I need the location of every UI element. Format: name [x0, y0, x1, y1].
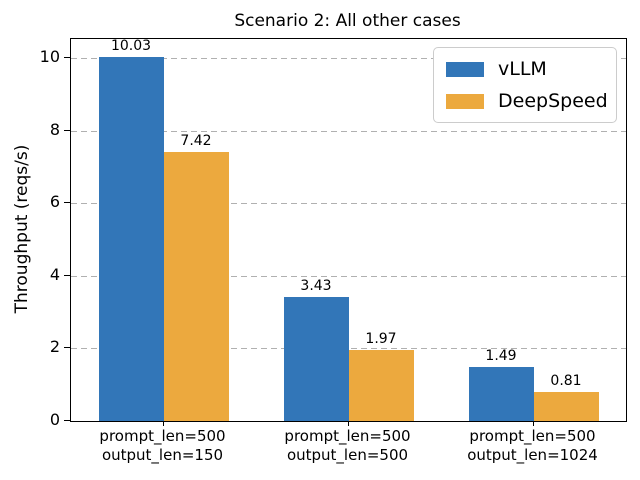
- bar-vllm-group1: [98, 57, 164, 421]
- gridline-y-2: [71, 348, 626, 350]
- bar-value-label-vllm-group3: 1.49: [485, 347, 517, 364]
- chart-title: Scenario 2: All other cases: [234, 11, 461, 31]
- bar-value-label-vllm-group1: 10.03: [110, 38, 152, 55]
- legend: vLLM DeepSpeed: [433, 47, 617, 123]
- x-tick-label-group3: prompt_len=500 output_len=1024: [467, 427, 598, 464]
- y-tick-mark-8: [64, 129, 70, 131]
- legend-item-deepspeed: DeepSpeed: [446, 90, 608, 112]
- gridline-y-8: [71, 130, 626, 132]
- gridline-y-6: [71, 203, 626, 205]
- bar-deepspeed-group2: [348, 349, 414, 421]
- y-tick-label-2: 2: [49, 337, 60, 357]
- y-tick-mark-10: [64, 57, 70, 59]
- y-tick-label-8: 8: [49, 119, 60, 139]
- legend-swatch-vllm: [446, 61, 484, 77]
- bar-value-label-deepspeed-group2: 1.97: [365, 330, 397, 347]
- legend-label-vllm: vLLM: [498, 58, 547, 80]
- y-tick-label-4: 4: [49, 264, 60, 284]
- y-tick-label-0: 0: [49, 410, 60, 429]
- y-tick-mark-2: [64, 347, 70, 349]
- x-tick-mark-group2: [347, 421, 349, 426]
- x-tick-mark-group1: [162, 421, 164, 426]
- bar-vllm-group2: [283, 296, 349, 421]
- x-tick-label-group1: prompt_len=500 output_len=150: [99, 427, 226, 464]
- y-tick-mark-6: [64, 202, 70, 204]
- x-tick-mark-group3: [532, 421, 534, 426]
- gridline-y-4: [71, 275, 626, 277]
- legend-label-deepspeed: DeepSpeed: [498, 90, 608, 112]
- bar-value-label-deepspeed-group3: 0.81: [550, 372, 582, 389]
- y-tick-mark-0: [64, 420, 70, 421]
- x-tick-label-group2: prompt_len=500 output_len=500: [284, 427, 411, 464]
- bar-deepspeed-group3: [533, 391, 599, 421]
- y-axis-label: Throughput (reqs/s): [12, 144, 32, 314]
- y-tick-label-10: 10: [39, 47, 60, 67]
- bar-value-label-vllm-group2: 3.43: [300, 277, 332, 294]
- gridline-y-10: [71, 58, 626, 60]
- y-tick-label-6: 6: [49, 192, 60, 212]
- bar-value-label-deepspeed-group1: 7.42: [180, 132, 212, 149]
- legend-item-vllm: vLLM: [446, 58, 604, 80]
- bar-vllm-group3: [468, 366, 534, 421]
- legend-swatch-deepspeed: [446, 93, 484, 109]
- bar-deepspeed-group1: [163, 151, 229, 421]
- y-tick-mark-4: [64, 274, 70, 276]
